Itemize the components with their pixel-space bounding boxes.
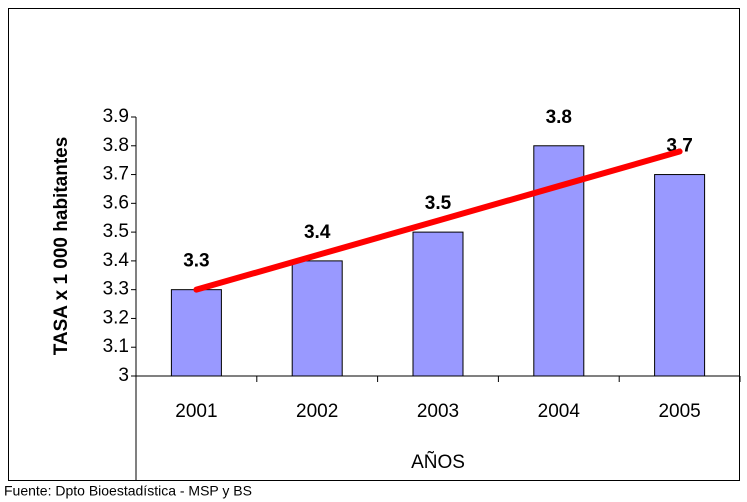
x-tick-label: 2003 [417,401,459,422]
source-note: Fuente: Dpto Bioestadística - MSP y BS [4,483,252,499]
y-tick-label: 3.4 [103,250,130,271]
y-tick-label: 3.6 [103,192,129,213]
x-axis-label: AÑOS [411,451,465,473]
x-tick-label: 2004 [538,401,581,422]
y-tick-label: 3.2 [103,307,129,328]
y-tick-label: 3.1 [103,336,129,357]
x-tick-label: 2002 [296,401,338,422]
y-tick-label: 3.7 [103,164,129,185]
y-tick-label: 3 [118,365,129,386]
y-tick-label: 3.5 [103,221,129,242]
chart-frame [8,8,740,481]
data-label: 3.4 [304,222,331,243]
trend-line [193,148,683,293]
data-label: 3.5 [425,193,452,214]
data-label: 3.3 [183,251,209,272]
y-tick-label: 3.8 [103,135,129,156]
data-label: 3.8 [546,107,572,128]
bar [412,231,464,377]
bar [654,174,706,377]
x-tick-label: 2001 [175,401,217,422]
y-tick-label: 3.9 [103,106,129,127]
bar [291,260,343,377]
x-tick-label: 2005 [658,401,700,422]
bar [170,289,222,377]
y-tick-label: 3.3 [103,279,129,300]
y-axis-label: TASA x 1 000 habitantes [51,137,72,356]
